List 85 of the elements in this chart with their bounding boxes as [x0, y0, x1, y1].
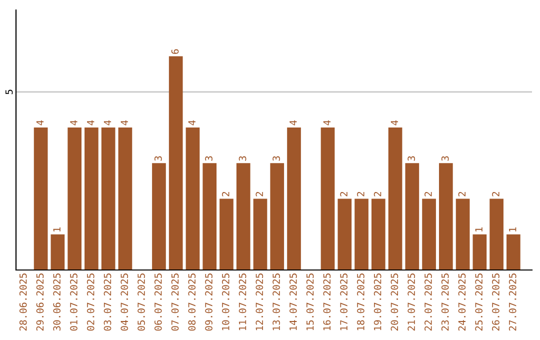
bar	[101, 128, 116, 270]
data-label: 4	[120, 120, 128, 126]
bar	[152, 163, 166, 270]
bar	[186, 128, 200, 270]
data-label: 4	[36, 120, 44, 126]
data-label: 1	[509, 227, 516, 232]
x-tick-label: 28.06.2025	[19, 274, 27, 331]
data-label: 3	[272, 156, 280, 161]
bar	[320, 128, 335, 270]
data-label: 4	[87, 120, 94, 126]
x-tick-label: 23.07.2025	[441, 274, 449, 331]
data-label: 4	[290, 120, 297, 126]
bar	[68, 128, 82, 270]
data-label: 3	[205, 156, 212, 161]
x-tick-label: 16.07.2025	[323, 274, 331, 330]
x-tick-label: 26.07.2025	[492, 274, 500, 331]
x-tick-label: 27.07.2025	[508, 274, 516, 331]
data-label: 1	[53, 227, 60, 232]
bar	[287, 128, 301, 270]
data-label: 2	[458, 192, 466, 196]
x-tick-label: 05.07.2025	[138, 274, 145, 331]
bar	[371, 198, 386, 270]
data-label: 4	[104, 120, 112, 126]
data-label: 2	[222, 192, 230, 196]
x-tick-label: 24.07.2025	[458, 274, 466, 331]
bar	[405, 163, 420, 270]
bar	[253, 198, 268, 270]
data-label: 1	[475, 227, 482, 232]
x-tick-label: 12.07.2025	[256, 274, 264, 330]
x-tick-label: 09.07.2025	[205, 274, 212, 331]
x-tick-label: 10.07.2025	[222, 274, 230, 330]
x-tick-label: 13.07.2025	[272, 274, 280, 330]
data-label: 3	[238, 156, 246, 161]
data-label: 2	[424, 192, 432, 196]
x-tick-label: 06.07.2025	[154, 274, 162, 331]
data-label: 4	[188, 120, 196, 126]
data-label: 2	[357, 192, 364, 196]
data-label: 2	[492, 192, 500, 196]
bar	[422, 198, 436, 270]
bar	[50, 234, 65, 270]
data-label: 4	[390, 120, 398, 126]
bar	[490, 198, 504, 270]
bar	[354, 198, 368, 270]
x-tick-label: 07.07.2025	[171, 274, 179, 331]
bar	[236, 163, 250, 270]
bar	[388, 128, 402, 270]
bar	[202, 163, 217, 270]
bar	[338, 198, 352, 270]
x-tick-label: 22.07.2025	[424, 274, 432, 331]
bar	[220, 198, 234, 270]
x-tick-label: 14.07.2025	[289, 274, 297, 330]
x-tick-label: 02.07.2025	[86, 274, 94, 331]
x-tick-label: 01.07.2025	[70, 274, 78, 331]
data-label: 4	[323, 120, 330, 126]
bar	[472, 234, 487, 270]
data-label: 2	[340, 192, 348, 196]
data-label: 2	[374, 192, 382, 196]
data-label: 4	[70, 120, 78, 126]
x-tick-label: 25.07.2025	[475, 274, 483, 331]
data-label: 3	[408, 156, 416, 161]
bar	[456, 198, 470, 270]
x-tick-label: 15.07.2025	[306, 274, 314, 330]
bar	[270, 163, 284, 270]
x-tick-label: 03.07.2025	[104, 274, 112, 331]
bar	[118, 128, 132, 270]
x-tick-label: 21.07.2025	[408, 274, 416, 331]
x-tick-label: 20.07.2025	[390, 274, 398, 331]
data-label: 6	[171, 49, 179, 54]
x-tick-label: 04.07.2025	[120, 274, 128, 331]
data-label: 3	[441, 156, 449, 161]
x-tick-label: 08.07.2025	[188, 274, 196, 331]
bar	[168, 56, 183, 270]
y-tick-label: 5	[6, 90, 13, 94]
x-tick-label: 11.07.2025	[238, 274, 246, 330]
bar	[84, 128, 98, 270]
x-tick-label: 30.06.2025	[53, 274, 61, 331]
bar	[438, 163, 453, 270]
x-tick-label: 19.07.2025	[374, 274, 382, 330]
bar	[34, 128, 48, 270]
bar	[506, 234, 520, 270]
x-tick-label: 17.07.2025	[340, 274, 348, 330]
x-tick-label: 18.07.2025	[357, 274, 364, 330]
data-label: 3	[154, 156, 162, 161]
x-tick-label: 29.06.2025	[36, 274, 44, 331]
data-label: 2	[256, 192, 263, 196]
